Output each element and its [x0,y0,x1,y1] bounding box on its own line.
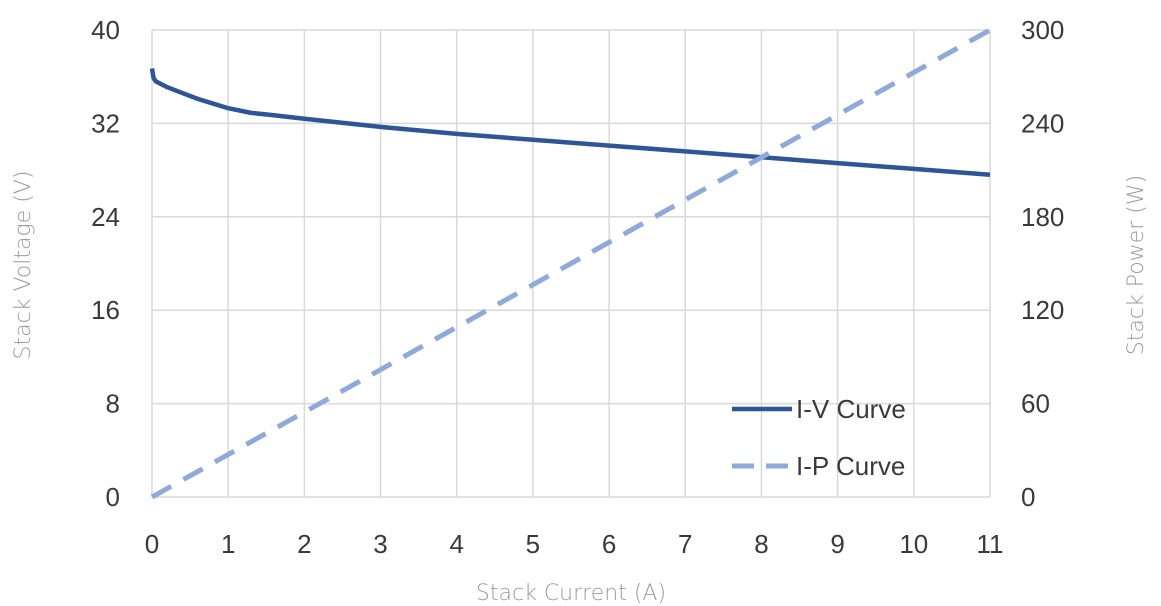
x-tick-label: 3 [373,529,387,559]
x-tick-label: 1 [221,529,235,559]
y-right-tick-label: 120 [1021,295,1064,325]
series-line-ip [150,27,992,500]
x-axis-title: Stack Current (A) [476,581,666,606]
legend-label-ip: I-P Curve [796,451,905,481]
y-right-tick-label: 300 [1021,15,1064,45]
series-line-iv [149,68,991,178]
y-left-tick-label: 0 [106,482,120,512]
x-tick-label: 10 [899,529,928,559]
y-left-tick-label: 32 [91,108,120,138]
x-axis-ticks: 0 1 2 3 4 5 6 7 8 9 10 11 [145,529,1004,559]
y-right-tick-label: 180 [1021,202,1064,232]
x-tick-label: 9 [830,529,844,559]
y-left-axis-ticks: 0 8 16 24 32 40 [91,15,120,512]
y-right-axis-title: Stack Power (W) [1124,175,1149,355]
legend-label-iv: I-V Curve [796,394,906,424]
x-tick-label: 6 [602,529,616,559]
x-tick-label: 4 [449,529,463,559]
x-tick-label: 2 [297,529,311,559]
grid [151,29,991,498]
y-left-tick-label: 24 [91,202,120,232]
y-left-tick-label: 40 [91,15,120,45]
x-tick-label: 8 [754,529,768,559]
y-right-tick-label: 60 [1021,389,1050,419]
plot-area [149,27,992,500]
y-left-axis-title: Stack Voltage (V) [11,171,36,360]
y-left-tick-label: 8 [106,389,120,419]
x-tick-label: 5 [526,529,540,559]
legend: I-V Curve I-P Curve [732,394,906,481]
y-right-tick-label: 0 [1021,482,1035,512]
y-right-tick-label: 240 [1021,108,1064,138]
x-tick-label: 7 [678,529,692,559]
y-right-axis-ticks: 0 60 120 180 240 300 [1021,15,1064,512]
x-tick-label: 0 [145,529,159,559]
x-tick-label: 11 [977,529,1004,559]
y-left-tick-label: 16 [91,295,120,325]
